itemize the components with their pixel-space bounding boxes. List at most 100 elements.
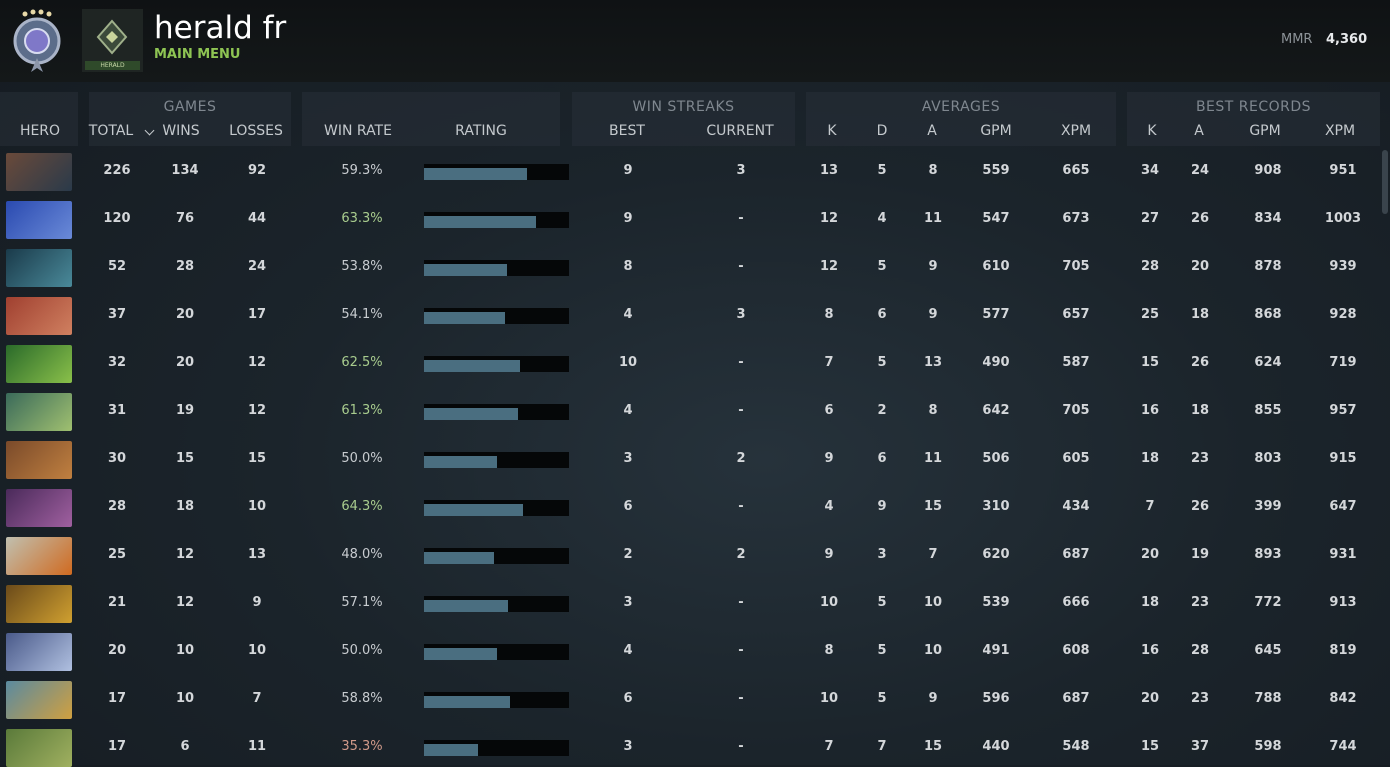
cell-text: 28 [1190, 643, 1210, 658]
hero-portrait[interactable] [6, 537, 72, 575]
column-header[interactable]: A [927, 123, 937, 139]
cell-text: 642 [982, 403, 1010, 418]
cell-text: 28 [107, 499, 127, 514]
cell-text: 434 [1062, 499, 1090, 514]
cell-text: 10 [819, 595, 839, 610]
cell-text: 10 [175, 643, 195, 658]
cell-text: 834 [1254, 211, 1282, 226]
cell-text: 6 [623, 499, 633, 514]
cell-text: 19 [1190, 547, 1210, 562]
rating-bar [424, 216, 536, 228]
column-header[interactable]: K [827, 123, 837, 139]
cell-text: 6 [824, 403, 834, 418]
cell-text: - [738, 595, 744, 610]
cell-text: 624 [1254, 355, 1282, 370]
scrollbar[interactable] [1382, 150, 1388, 214]
cell-text: 28 [175, 259, 195, 274]
cell-text: 120 [103, 211, 131, 226]
cell-text: 12 [819, 211, 839, 226]
hero-portrait[interactable] [6, 441, 72, 479]
cell-text: 4 [824, 499, 834, 514]
column-header[interactable]: BEST [609, 123, 645, 139]
rating-bar [424, 696, 510, 708]
cell-text: 596 [982, 691, 1010, 706]
column-header[interactable]: XPM [1060, 123, 1092, 139]
cell-text: 587 [1062, 355, 1090, 370]
column-header[interactable]: RATING [455, 123, 507, 139]
rating-bar [424, 360, 520, 372]
cell-text: 893 [1254, 547, 1282, 562]
cell-text: 7 [824, 739, 834, 754]
column-header[interactable]: WINS [162, 123, 200, 139]
cell-text: 10 [175, 691, 195, 706]
cell-text: 26 [1190, 211, 1210, 226]
cell-text: 13 [247, 547, 267, 562]
cell-text: 7 [928, 547, 938, 562]
cell-text: 20 [1140, 547, 1160, 562]
cell-text: 490 [982, 355, 1010, 370]
cell-text: 37 [107, 307, 127, 322]
hero-portrait[interactable] [6, 633, 72, 671]
cell-text: 3 [623, 739, 633, 754]
hero-portrait[interactable] [6, 249, 72, 287]
cell-text: 10 [618, 355, 638, 370]
cell-text: 8 [928, 403, 938, 418]
cell-text: - [738, 355, 744, 370]
hero-portrait[interactable] [6, 393, 72, 431]
cell-text: 5 [877, 259, 887, 274]
column-header[interactable]: A [1194, 123, 1204, 139]
column-header[interactable]: D [876, 123, 888, 139]
hero-portrait[interactable] [6, 681, 72, 719]
hero-portrait[interactable] [6, 153, 72, 191]
cell-text: 8 [824, 307, 834, 322]
hero-portrait[interactable] [6, 585, 72, 623]
cell-text: 9 [824, 451, 834, 466]
rating-bar [424, 264, 507, 276]
cell-text: 37 [1190, 739, 1210, 754]
hero-portrait[interactable] [6, 729, 72, 767]
cell-text: 5 [877, 643, 887, 658]
column-header[interactable]: K [1147, 123, 1157, 139]
cell-text: 8 [928, 163, 938, 178]
cell-text: 4 [877, 211, 887, 226]
cell-text: 12 [175, 547, 195, 562]
header-panel [806, 92, 1116, 146]
cell-text: 50.0% [341, 643, 383, 658]
top-bar [0, 0, 1390, 82]
main-menu-link[interactable]: MAIN MENU [154, 47, 241, 62]
cell-text: 819 [1329, 643, 1357, 658]
cell-text: 57.1% [341, 595, 383, 610]
column-header[interactable]: GPM [980, 123, 1012, 139]
cell-text: 687 [1062, 547, 1090, 562]
column-header[interactable]: TOTAL [88, 123, 134, 139]
cell-text: 92 [247, 163, 267, 178]
cell-text: 610 [982, 259, 1010, 274]
cell-text: 5 [877, 691, 887, 706]
cell-text: 673 [1062, 211, 1090, 226]
cell-text: 744 [1329, 739, 1357, 754]
hero-portrait[interactable] [6, 201, 72, 239]
cell-text: 10 [923, 643, 943, 658]
column-header[interactable]: GPM [1249, 123, 1281, 139]
cell-text: 12 [247, 403, 267, 418]
cell-text: 64.3% [341, 499, 383, 514]
rating-bar [424, 648, 497, 660]
hero-portrait[interactable] [6, 345, 72, 383]
player-name: herald fr [154, 10, 287, 46]
cell-text: 855 [1254, 403, 1282, 418]
cell-text: 3 [736, 163, 746, 178]
hero-portrait[interactable] [6, 297, 72, 335]
hero-portrait[interactable] [6, 489, 72, 527]
column-header[interactable]: HERO [19, 123, 61, 139]
cell-text: 3 [623, 451, 633, 466]
header-panel [0, 92, 78, 146]
column-header[interactable]: CURRENT [706, 123, 774, 139]
cell-text: 4 [623, 643, 633, 658]
cell-text: 23 [1190, 595, 1210, 610]
column-header[interactable]: WIN RATE [324, 123, 392, 139]
cell-text: 1003 [1324, 211, 1362, 226]
column-header[interactable]: XPM [1324, 123, 1356, 139]
column-header[interactable]: LOSSES [229, 123, 283, 139]
cell-text: 18 [1140, 451, 1160, 466]
